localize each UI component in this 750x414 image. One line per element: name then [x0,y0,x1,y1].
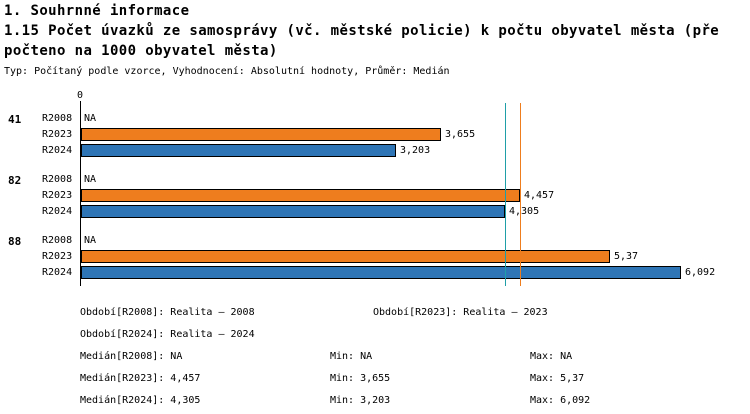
bar-na-label: NA [84,235,97,246]
legend-median-r2023: Medián[R2023]: 4,457 [80,373,201,384]
bar-R2024 [81,144,396,157]
chart-title-line1: 1.15 Počet úvazků ze samosprávy (vč. měs… [4,23,720,39]
bar-value-label: 6,092 [685,267,716,278]
series-label: R2008 [42,174,73,185]
median-line [505,103,506,286]
bar-value-label: 3,203 [400,145,431,156]
legend-median-r2008: Medián[R2008]: NA [80,351,183,362]
legend-min-r2008: Min: NA [330,351,373,362]
chart-meta: Typ: Počítaný podle vzorce, Vyhodnocení:… [4,66,450,77]
group-label: 88 [8,235,22,248]
bar-value-label: 5,37 [614,251,639,262]
series-label: R2023 [42,251,73,262]
legend-min-r2024: Min: 3,203 [330,395,391,406]
y-axis-line [80,101,81,286]
legend-max-r2023: Max: 5,37 [530,373,585,384]
bar-R2024 [81,266,681,279]
legend-median-r2024: Medián[R2024]: 4,305 [80,395,201,406]
bar-na-label: NA [84,174,97,185]
legend-obdobi-r2024: Období[R2024]: Realita – 2024 [80,329,255,340]
bar-R2024 [81,205,505,218]
legend-obdobi-r2023: Období[R2023]: Realita – 2023 [373,307,548,318]
bar-R2023 [81,250,610,263]
series-label: R2023 [42,190,73,201]
x-axis-zero-label: 0 [77,90,84,101]
section-heading: 1. Souhrnné informace [4,3,190,19]
series-label: R2008 [42,113,73,124]
series-label: R2008 [42,235,73,246]
series-label: R2024 [42,206,73,217]
bar-value-label: 4,305 [509,206,540,217]
group-label: 41 [8,113,22,126]
bar-value-label: 3,655 [445,129,476,140]
bar-R2023 [81,128,441,141]
series-label: R2024 [42,145,73,156]
legend-max-r2024: Max: 6,092 [530,395,591,406]
bar-R2023 [81,189,520,202]
median-line [520,103,521,286]
series-label: R2024 [42,267,73,278]
bar-na-label: NA [84,113,97,124]
series-label: R2023 [42,129,73,140]
group-label: 82 [8,174,22,187]
legend-obdobi-r2008: Období[R2008]: Realita – 2008 [80,307,255,318]
legend-min-r2023: Min: 3,655 [330,373,391,384]
legend-max-r2008: Max: NA [530,351,573,362]
bar-value-label: 4,457 [524,190,555,201]
chart-title-line2: počteno na 1000 obyvatel města) [4,43,278,59]
